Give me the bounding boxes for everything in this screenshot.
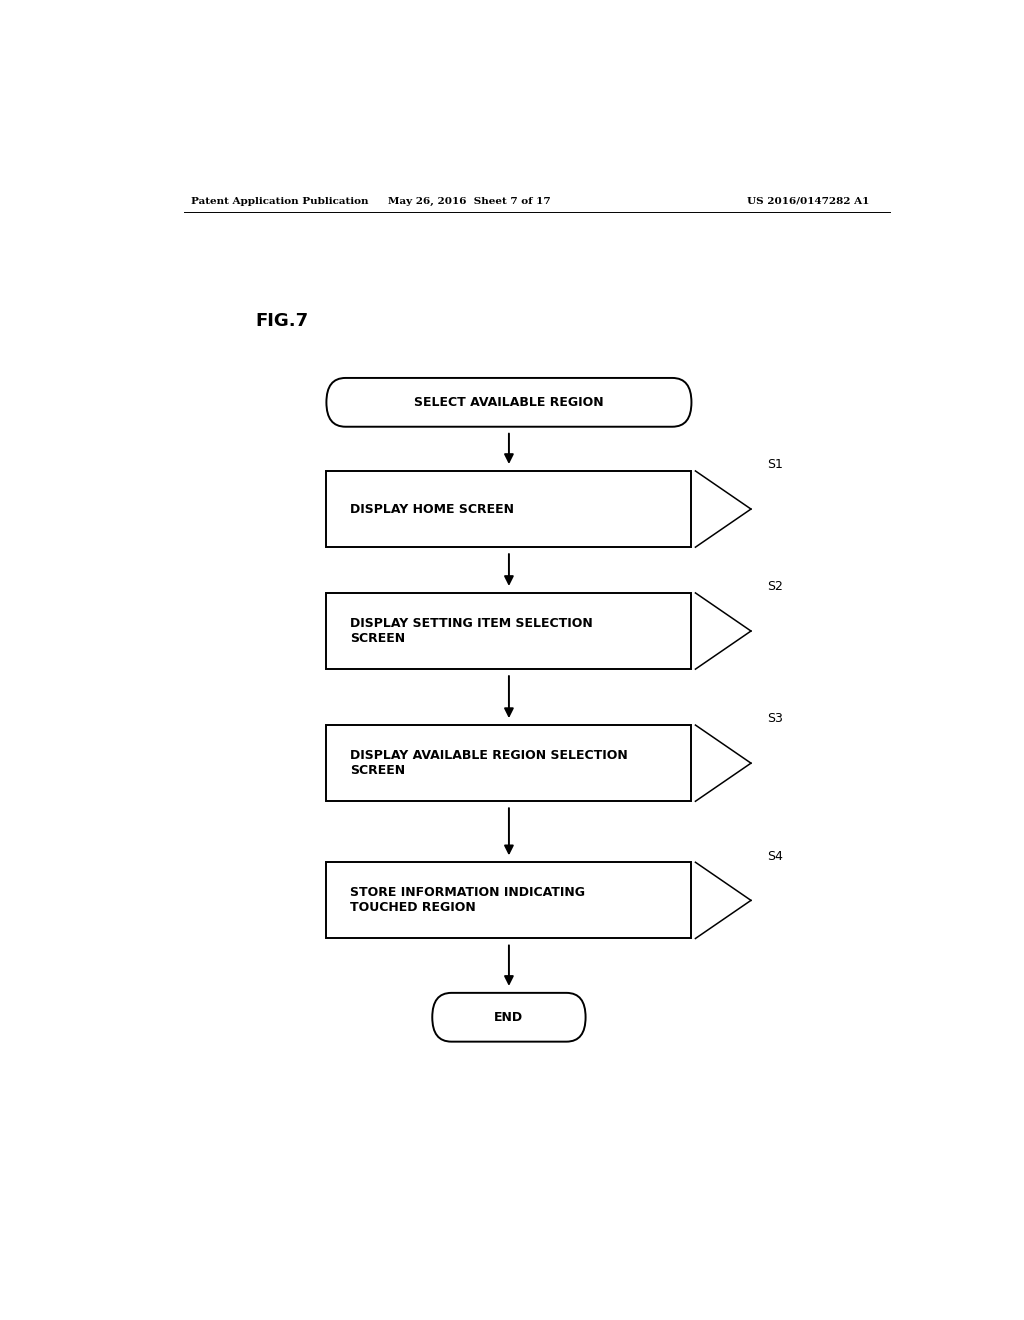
Text: DISPLAY AVAILABLE REGION SELECTION
SCREEN: DISPLAY AVAILABLE REGION SELECTION SCREE… — [350, 750, 628, 777]
FancyBboxPatch shape — [432, 993, 586, 1041]
Text: US 2016/0147282 A1: US 2016/0147282 A1 — [748, 197, 869, 206]
FancyBboxPatch shape — [327, 378, 691, 426]
Text: STORE INFORMATION INDICATING
TOUCHED REGION: STORE INFORMATION INDICATING TOUCHED REG… — [350, 886, 585, 915]
Text: DISPLAY SETTING ITEM SELECTION
SCREEN: DISPLAY SETTING ITEM SELECTION SCREEN — [350, 616, 593, 645]
Text: S4: S4 — [767, 850, 782, 863]
Text: DISPLAY HOME SCREEN: DISPLAY HOME SCREEN — [350, 503, 514, 516]
Text: SELECT AVAILABLE REGION: SELECT AVAILABLE REGION — [414, 396, 604, 409]
Bar — [327, 725, 691, 801]
Text: END: END — [495, 1011, 523, 1024]
Text: Patent Application Publication: Patent Application Publication — [191, 197, 369, 206]
Bar — [327, 471, 691, 548]
Bar — [327, 593, 691, 669]
Text: S2: S2 — [767, 581, 782, 593]
Bar — [327, 862, 691, 939]
Text: FIG.7: FIG.7 — [255, 312, 308, 330]
Text: S1: S1 — [767, 458, 782, 471]
Text: S3: S3 — [767, 713, 782, 726]
Text: May 26, 2016  Sheet 7 of 17: May 26, 2016 Sheet 7 of 17 — [388, 197, 551, 206]
